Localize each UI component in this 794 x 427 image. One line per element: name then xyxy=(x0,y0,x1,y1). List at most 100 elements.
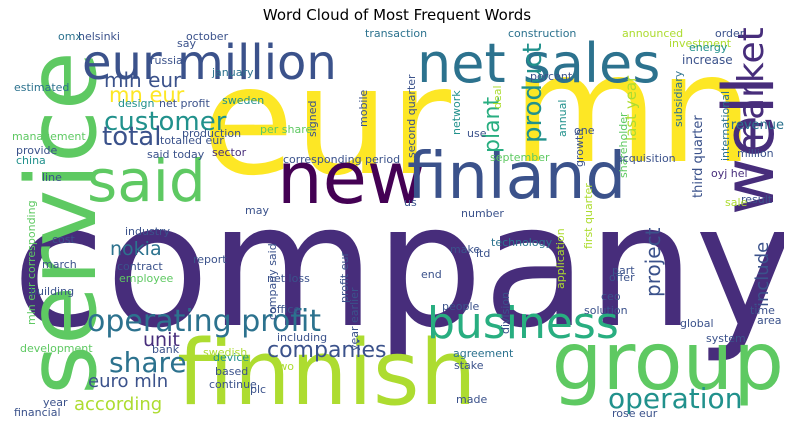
word-system: system xyxy=(706,332,746,345)
word-march: march xyxy=(42,258,77,271)
word-us: us xyxy=(404,196,417,209)
word-two: two xyxy=(274,360,295,373)
word-network: network xyxy=(450,90,463,135)
word-energy: energy xyxy=(689,41,728,54)
word-shareholder: shareholder xyxy=(617,112,630,178)
word-mn-eur: mn eur xyxy=(109,83,185,107)
word-result: result xyxy=(741,193,773,206)
word-said: said xyxy=(87,147,206,215)
word-report: report xyxy=(193,253,227,266)
word-continue: continue xyxy=(209,378,257,391)
word-china: china xyxy=(16,154,46,167)
word-sweden: sweden xyxy=(222,94,265,107)
word-said-today: said today xyxy=(147,148,205,161)
word-made: made xyxy=(456,393,488,406)
word-eur-million: eur million xyxy=(82,35,337,91)
word-say: say xyxy=(177,37,196,50)
word-product: product xyxy=(518,42,548,143)
word-project: project xyxy=(641,227,665,297)
word-announced: announced xyxy=(622,27,684,40)
word-euro-mln: euro mln xyxy=(88,371,169,392)
word-line: line xyxy=(42,171,62,184)
word-finnish: finnish xyxy=(177,321,477,419)
word-plc: plc xyxy=(250,383,267,396)
word-third-quarter: third quarter xyxy=(691,115,706,198)
word-year: year xyxy=(43,396,68,409)
word-industry: industry xyxy=(125,225,171,238)
word-company: company xyxy=(12,168,784,366)
word-management: management xyxy=(12,130,86,143)
word-business: business xyxy=(427,298,619,349)
word-construction: construction xyxy=(508,27,577,40)
word-transaction: transaction xyxy=(365,27,428,40)
word-number: number xyxy=(461,207,504,220)
word-annual: annual xyxy=(556,99,569,137)
word-estimated: estimated xyxy=(14,81,70,94)
word-order: order xyxy=(715,27,745,40)
word-september: september xyxy=(490,151,550,164)
word-sale: sale xyxy=(725,196,748,209)
word-international: international xyxy=(719,90,732,161)
word-increase: increase xyxy=(682,53,733,67)
word-october: october xyxy=(186,30,229,43)
word-production: production xyxy=(182,127,242,140)
word-companies: companies xyxy=(267,338,387,363)
word-operating-profit: operating profit xyxy=(87,304,321,339)
word-provide: provide xyxy=(16,144,58,157)
word-people: people xyxy=(442,300,480,313)
word-office: office xyxy=(270,303,301,316)
word-time: time xyxy=(750,304,775,317)
word-mobile: mobile xyxy=(357,89,370,127)
word-net-profit: net profit xyxy=(159,97,210,110)
word-acquisition: acquisition xyxy=(616,152,676,165)
word-bank: bank xyxy=(152,343,180,356)
word-per-share: per share xyxy=(260,123,313,136)
word-group: group xyxy=(551,315,784,408)
word-ceo: ceo xyxy=(601,290,621,303)
word-million: million xyxy=(737,147,774,160)
word-deal: deal xyxy=(491,85,504,109)
word-stake: stake xyxy=(454,359,484,372)
word-new: new xyxy=(277,136,426,220)
word-customer: customer xyxy=(104,107,227,137)
word-solution: solution xyxy=(584,304,628,317)
word-division: division xyxy=(499,291,512,334)
word-ltd: ltd xyxy=(476,247,491,260)
chart-title: Word Cloud of Most Frequent Words xyxy=(262,6,532,24)
word-revenue: revenue xyxy=(730,118,784,133)
word-sector: sector xyxy=(212,146,247,159)
word-employee: employee xyxy=(119,272,174,285)
word-january: january xyxy=(212,66,254,79)
word-part: part xyxy=(612,264,635,277)
word-russia: russia xyxy=(150,54,183,67)
word-year-earlier: year earlier xyxy=(348,287,361,351)
word-mn: mn xyxy=(512,27,754,197)
word-use: use xyxy=(467,127,487,140)
word-share: share xyxy=(109,346,187,379)
word-device: device xyxy=(213,351,250,364)
word-including: including xyxy=(277,331,328,344)
word-offer: offer xyxy=(609,271,635,284)
word-based: based xyxy=(215,365,249,378)
word-first-quarter: first quarter xyxy=(582,183,595,249)
word-agreement: agreement xyxy=(453,347,514,360)
word-eur: eur xyxy=(202,35,452,209)
word-design: design xyxy=(118,97,155,110)
word-building: building xyxy=(30,285,75,298)
word-according: according xyxy=(74,394,163,415)
word-swedish: swedish xyxy=(203,346,248,359)
word-corresponding-period: corresponding period xyxy=(283,153,401,166)
word-global: global xyxy=(680,317,714,330)
word-end: end xyxy=(421,268,442,281)
word-total: total xyxy=(102,122,162,152)
word-second-quarter: second quarter xyxy=(405,74,418,158)
word-may: may xyxy=(245,204,269,217)
word-unit: unit xyxy=(143,329,180,351)
word-technology: technology xyxy=(491,236,553,249)
word-finland: finland xyxy=(407,140,627,214)
word-mln-eur: mln eur xyxy=(104,68,182,92)
word-contract: contract xyxy=(117,260,163,273)
word-area: area xyxy=(757,314,782,327)
word-application: application xyxy=(554,228,567,289)
word-mln-eur-corresponding: mln eur corresponding xyxy=(25,200,38,325)
